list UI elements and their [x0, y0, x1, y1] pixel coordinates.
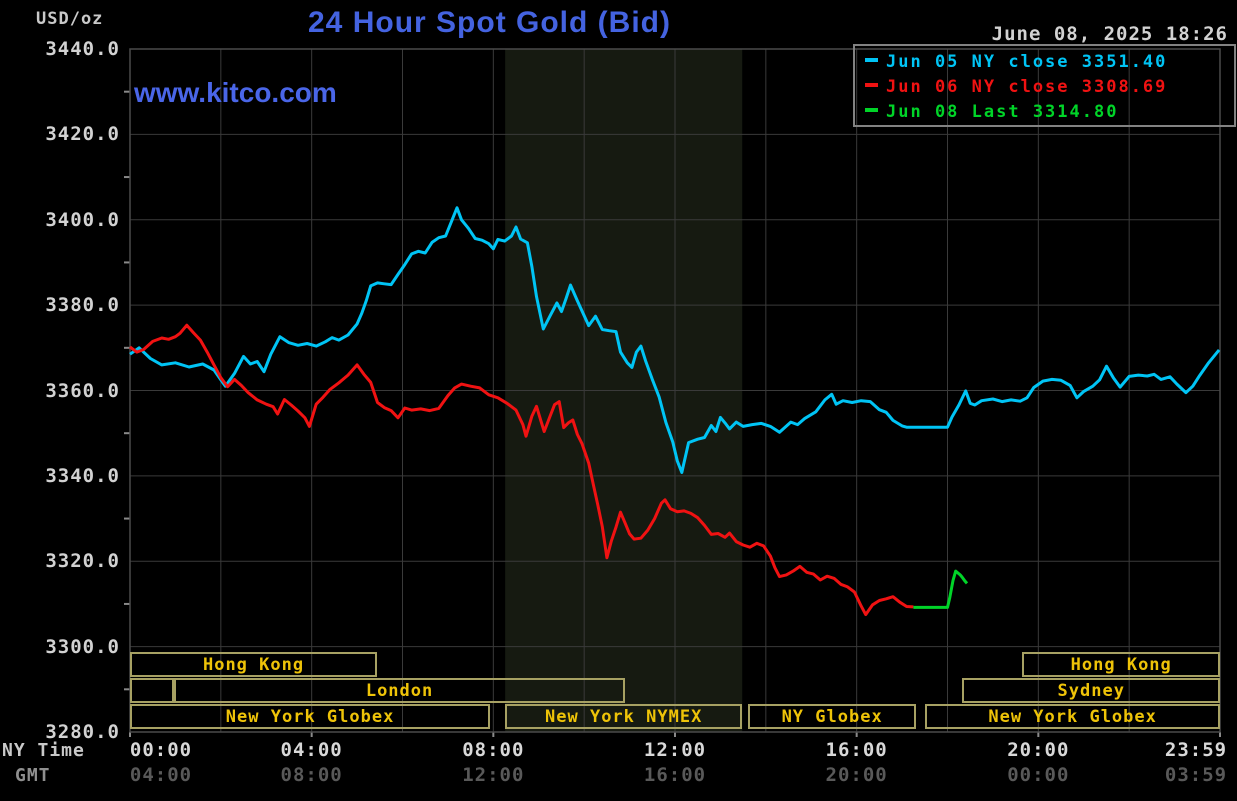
session-box-empty: [130, 678, 175, 703]
series-line-jun-06: [129, 323, 914, 617]
session-box-new-york-nymex: New York NYMEX: [505, 704, 743, 729]
series-line-jun-08: [913, 569, 969, 609]
session-box-label: New York Globex: [225, 706, 395, 727]
x-axis-row-label-ny-time: NY Time: [2, 740, 85, 761]
y-axis-label: 3440.0: [45, 38, 120, 60]
legend-key-dash-icon: [865, 58, 878, 62]
session-box-label: NY Globex: [781, 706, 883, 727]
session-box-label: Hong Kong: [1070, 654, 1172, 675]
series-line-jun-05: [129, 206, 1221, 474]
legend-row: Jun 06 NY close 3308.69: [865, 75, 1234, 100]
session-box-hong-kong: Hong Kong: [1022, 652, 1220, 677]
legend-text: Jun 08 Last 3314.80: [886, 102, 1119, 122]
y-axis-label: 3400.0: [45, 208, 120, 231]
legend-row: Jun 05 NY close 3351.40: [865, 50, 1234, 75]
session-box-label: New York NYMEX: [545, 706, 703, 727]
kitco-watermark-link[interactable]: www.kitco.com: [134, 77, 337, 108]
y-axis-label: 3300.0: [45, 635, 120, 658]
x-axis-label-gmt: 16:00: [643, 764, 707, 786]
session-box-hong-kong: Hong Kong: [130, 652, 378, 677]
x-axis-label-ny: 20:00: [1007, 739, 1070, 761]
y-axis-units-label: USD/oz: [36, 9, 104, 29]
session-box-new-york-globex: New York Globex: [925, 704, 1220, 729]
session-box-ny-globex: NY Globex: [748, 704, 917, 729]
x-axis-label-ny: 08:00: [462, 739, 525, 761]
x-axis-label-ny: 23:59: [1164, 739, 1228, 761]
y-axis-label: 3360.0: [45, 379, 120, 402]
page-title: 24 Hour Spot Gold (Bid): [308, 6, 671, 39]
legend-text: Jun 06 NY close 3308.69: [886, 77, 1168, 97]
session-box-label: New York Globex: [988, 706, 1157, 727]
y-axis-label: 3320.0: [45, 550, 120, 573]
session-box-new-york-globex: New York Globex: [130, 704, 491, 729]
y-axis-label: 3280.0: [45, 721, 120, 743]
x-axis-label-gmt: 00:00: [1007, 764, 1070, 786]
x-axis-label-gmt: 03:59: [1164, 764, 1228, 786]
legend-key-dash-icon: [865, 83, 878, 87]
session-box-label: Hong Kong: [202, 654, 305, 675]
y-axis-label: 3420.0: [45, 123, 120, 146]
session-box-london: London: [174, 678, 626, 703]
x-axis-label-ny: 00:00: [129, 739, 193, 761]
x-axis-label-gmt: 12:00: [462, 764, 525, 786]
x-axis-label-ny: 16:00: [825, 739, 888, 761]
legend-row: Jun 08 Last 3314.80: [865, 100, 1234, 125]
x-axis-row-label-gmt: GMT: [15, 765, 51, 786]
x-axis-label-gmt: 20:00: [825, 764, 888, 786]
x-axis-label-gmt: 04:00: [129, 764, 193, 786]
x-axis-label-gmt: 08:00: [280, 764, 343, 786]
legend: Jun 05 NY close 3351.40 Jun 06 NY close 3…: [853, 44, 1236, 127]
y-axis-label: 3380.0: [45, 294, 120, 317]
legend-text: Jun 05 NY close 3351.40: [886, 52, 1168, 72]
x-axis-label-ny: 12:00: [643, 739, 707, 761]
session-box-label: London: [365, 680, 434, 701]
plot-border: [129, 48, 1221, 733]
legend-key-dash-icon: [865, 108, 878, 112]
chart-timestamp: June 08, 2025 18:26: [991, 23, 1228, 45]
session-box-label: Sydney: [1057, 680, 1125, 701]
x-axis-label-ny: 04:00: [280, 739, 343, 761]
session-box-sydney: Sydney: [962, 678, 1220, 703]
y-axis-label: 3340.0: [45, 464, 120, 487]
